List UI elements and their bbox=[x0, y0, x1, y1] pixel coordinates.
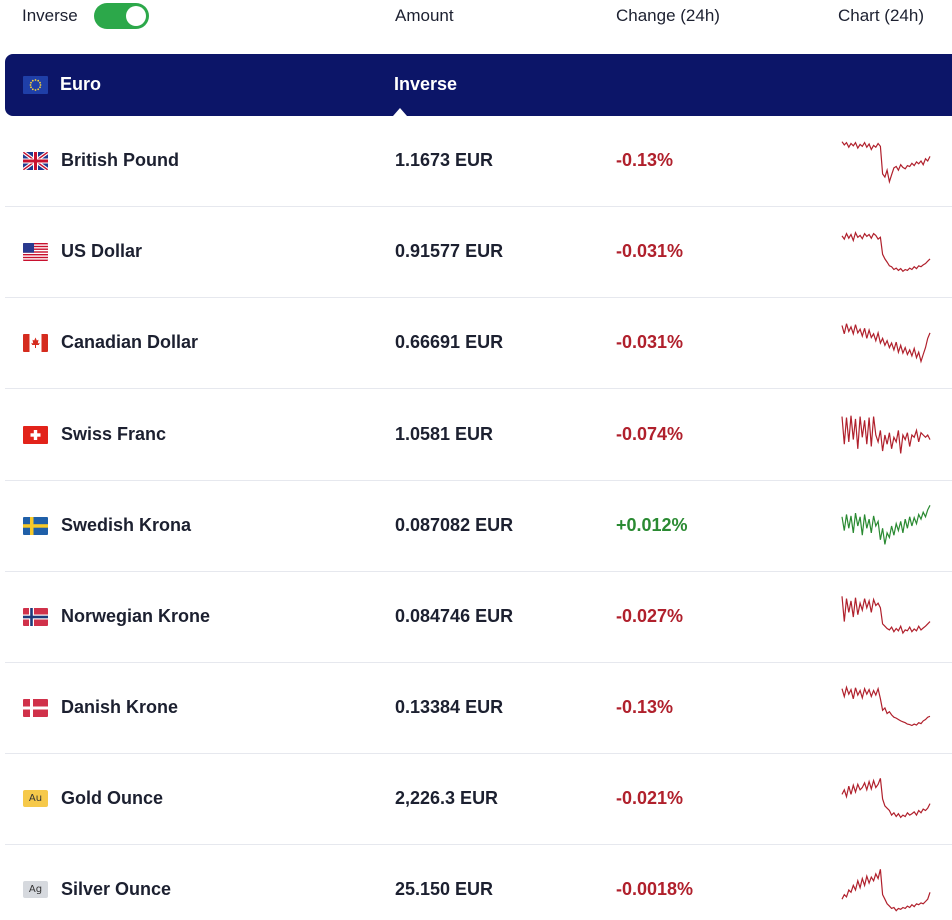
currency-row-cad[interactable]: Canadian Dollar 0.66691 EUR -0.031% bbox=[0, 298, 952, 389]
currency-change: -0.13% bbox=[616, 697, 674, 717]
us-flag-icon bbox=[23, 243, 48, 261]
table-header: Inverse Amount Change (24h) Chart (24h) bbox=[0, 0, 952, 34]
sparkline-series bbox=[841, 231, 931, 273]
sparkline-chart bbox=[841, 323, 931, 364]
row-divider bbox=[5, 571, 952, 572]
sparkline-chart bbox=[841, 231, 931, 273]
currency-row-gold[interactable]: Au Gold Ounce 2,226.3 EUR -0.021% bbox=[0, 754, 952, 845]
currency-change: +0.012% bbox=[616, 515, 688, 535]
currency-amount: 25.150 EUR bbox=[395, 879, 494, 899]
currency-name: Danish Krone bbox=[61, 697, 179, 717]
sparkline-chart bbox=[841, 415, 931, 454]
inverse-toggle[interactable] bbox=[94, 3, 149, 29]
currency-row-sek[interactable]: Swedish Krona 0.087082 EUR +0.012% bbox=[0, 481, 952, 572]
currency-name: US Dollar bbox=[61, 241, 143, 261]
row-divider bbox=[5, 206, 952, 207]
currency-amount: 0.084746 EUR bbox=[395, 606, 514, 626]
currency-change: -0.13% bbox=[616, 150, 674, 170]
currency-change: -0.027% bbox=[616, 606, 684, 626]
column-header-chart: Chart (24h) bbox=[838, 6, 924, 25]
currency-amount: 1.1673 EUR bbox=[395, 150, 494, 170]
currency-change: -0.031% bbox=[616, 241, 684, 261]
currency-name: British Pound bbox=[61, 150, 179, 170]
currency-change: -0.074% bbox=[616, 424, 684, 444]
row-divider bbox=[5, 388, 952, 389]
currency-name: Swedish Krona bbox=[61, 515, 192, 535]
sparkline-series bbox=[841, 323, 931, 364]
inverse-toggle-label: Inverse bbox=[22, 6, 78, 25]
dk-flag-icon bbox=[23, 699, 48, 717]
caret-up-icon bbox=[393, 108, 407, 116]
currency-amount: 0.91577 EUR bbox=[395, 241, 504, 261]
currency-change: -0.0018% bbox=[616, 879, 694, 899]
row-divider bbox=[5, 753, 952, 754]
sparkline-chart bbox=[841, 869, 931, 912]
row-divider bbox=[5, 297, 952, 298]
row-divider bbox=[5, 480, 952, 481]
silver-icon: Ag bbox=[23, 881, 48, 898]
currency-amount: 0.087082 EUR bbox=[395, 515, 514, 535]
currency-name: Canadian Dollar bbox=[61, 332, 199, 352]
base-currency-row[interactable]: Euro Inverse bbox=[5, 54, 952, 116]
toggle-knob bbox=[126, 6, 146, 26]
currency-amount: 0.13384 EUR bbox=[395, 697, 504, 717]
sparkline-series bbox=[841, 505, 931, 545]
sparkline-chart bbox=[841, 505, 931, 545]
sparkline-series bbox=[841, 141, 931, 185]
currency-row-silver[interactable]: Ag Silver Ounce 25.150 EUR -0.0018% bbox=[0, 845, 952, 920]
currency-name: Norwegian Krone bbox=[61, 606, 211, 626]
ca-flag-icon bbox=[23, 334, 48, 352]
row-divider bbox=[5, 662, 952, 663]
base-mode-label: Inverse bbox=[394, 74, 458, 94]
base-currency-name: Euro bbox=[60, 74, 102, 94]
column-header-amount[interactable]: Amount bbox=[395, 6, 454, 25]
no-flag-icon bbox=[23, 608, 48, 626]
currency-row-chf[interactable]: Swiss Franc 1.0581 EUR -0.074% bbox=[0, 390, 952, 481]
column-header-change[interactable]: Change (24h) bbox=[616, 6, 720, 25]
eu-flag-icon bbox=[23, 76, 48, 94]
ch-flag-icon bbox=[23, 426, 48, 444]
sparkline-chart bbox=[841, 778, 931, 819]
currency-amount: 0.66691 EUR bbox=[395, 332, 504, 352]
currency-amount: 2,226.3 EUR bbox=[395, 788, 499, 808]
se-flag-icon bbox=[23, 517, 48, 535]
sparkline-series bbox=[841, 685, 931, 727]
currency-name: Silver Ounce bbox=[61, 879, 172, 899]
currency-row-dkk[interactable]: Danish Krone 0.13384 EUR -0.13% bbox=[0, 663, 952, 754]
gb-flag-icon bbox=[23, 152, 48, 170]
sparkline-series bbox=[841, 869, 931, 912]
currency-row-nok[interactable]: Norwegian Krone 0.084746 EUR -0.027% bbox=[0, 572, 952, 663]
currency-amount: 1.0581 EUR bbox=[395, 424, 494, 444]
currency-change: -0.031% bbox=[616, 332, 684, 352]
currency-name: Gold Ounce bbox=[61, 788, 164, 808]
sparkline-series bbox=[841, 415, 931, 454]
currency-name: Swiss Franc bbox=[61, 424, 167, 444]
sparkline-series bbox=[841, 778, 931, 819]
sparkline-series bbox=[841, 596, 931, 635]
gold-icon: Au bbox=[23, 790, 48, 807]
sparkline-chart bbox=[841, 596, 931, 635]
currency-row-gbp[interactable]: British Pound 1.1673 EUR -0.13% bbox=[0, 116, 952, 207]
currency-change: -0.021% bbox=[616, 788, 684, 808]
row-divider bbox=[5, 844, 952, 845]
sparkline-chart bbox=[841, 141, 931, 185]
currency-row-usd[interactable]: US Dollar 0.91577 EUR -0.031% bbox=[0, 207, 952, 298]
sparkline-chart bbox=[841, 685, 931, 727]
